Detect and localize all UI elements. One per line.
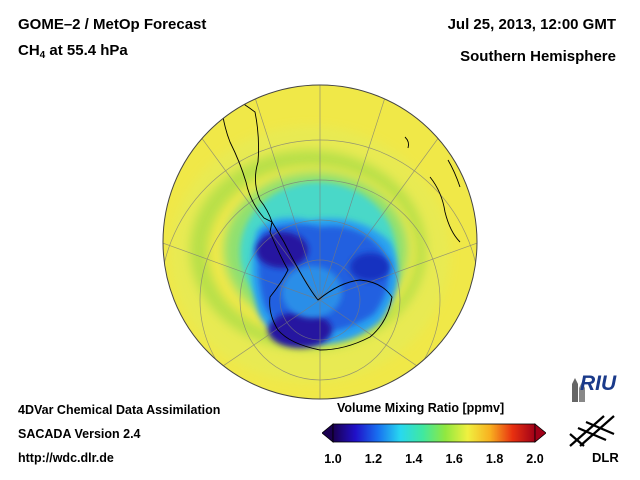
- colorbar-tick-label: 1.8: [485, 452, 504, 466]
- africa-coast: [429, 176, 461, 243]
- colorbar-low-arrow: [322, 423, 334, 443]
- footer-line-2: SACADA Version 2.4: [18, 427, 141, 441]
- colorbar-tick-label: 1.6: [445, 452, 463, 466]
- colorbar-gradient: [332, 423, 536, 443]
- dlr-logo-mark: [569, 415, 615, 447]
- vortex-min-south: [268, 312, 332, 348]
- coastlines: [219, 91, 461, 351]
- riu-logo-mark: [572, 378, 585, 402]
- colorbar: [322, 423, 546, 443]
- product-title: GOME–2 / MetOp Forecast: [18, 16, 207, 33]
- colorbar-tick-label: 1.2: [364, 452, 383, 466]
- south-america-coast: [219, 91, 273, 223]
- footer-line-1: 4DVar Chemical Data Assimilation: [18, 403, 221, 417]
- hemisphere-map: [162, 84, 478, 400]
- vortex-min-north: [256, 232, 308, 268]
- globe-outline: [162, 84, 478, 400]
- dlr-logo-text: DLR: [592, 450, 619, 465]
- footer-url: http://wdc.dlr.de: [18, 451, 114, 465]
- species-title: CH4 at 55.4 hPa: [18, 42, 128, 61]
- colorbar-tick-label: 2.0: [526, 452, 544, 466]
- colorbar-tick-label: 1.4: [405, 452, 423, 466]
- region-label: Southern Hemisphere: [460, 48, 616, 65]
- forecast-datetime: Jul 25, 2013, 12:00 GMT: [447, 16, 616, 33]
- riu-logo-text: RIU: [580, 372, 617, 395]
- antarctica-coast: [269, 220, 393, 351]
- graticule: [163, 85, 477, 399]
- colorbar-high-arrow: [534, 423, 546, 443]
- colorbar-title: Volume Mixing Ratio [ppmv]: [337, 401, 505, 415]
- vortex-min-east: [350, 253, 390, 281]
- colorbar-tick-label: 1.0: [324, 452, 342, 466]
